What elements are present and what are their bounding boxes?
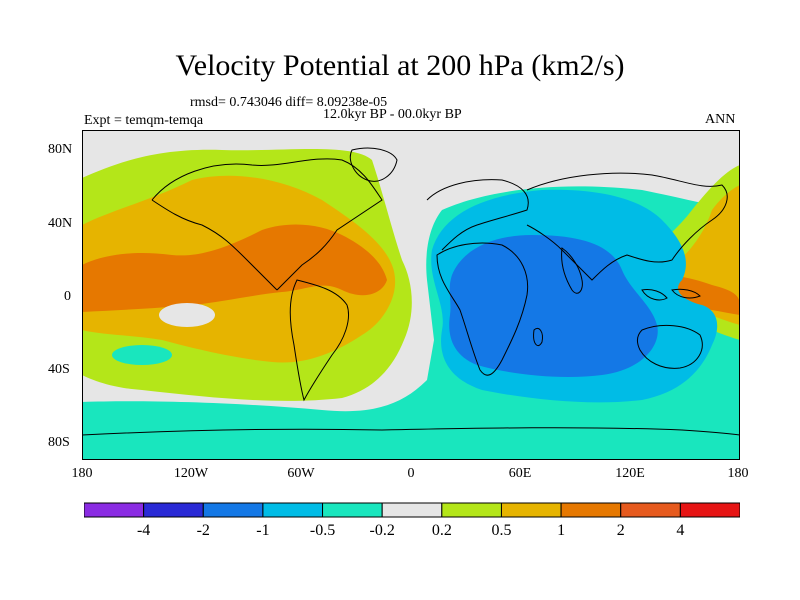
lon-tick-60w: 60W <box>287 466 315 481</box>
period-label: 12.0kyr BP - 00.0kyr BP <box>323 107 462 122</box>
colorbar-swatch-6 <box>441 502 502 518</box>
lon-tick-120w: 120W <box>173 466 209 481</box>
lon-tick-120e: 120E <box>615 466 645 481</box>
lon-tick-180-left: 180 <box>71 466 93 481</box>
colorbar-swatch-0 <box>84 502 145 518</box>
colorbar-swatch-3 <box>262 502 324 518</box>
colorbar-swatch-7 <box>500 502 562 518</box>
colorbar-label-5: 0.2 <box>431 522 452 539</box>
field-blue-indian-ocean <box>449 235 658 377</box>
season-label: ANN <box>705 112 736 127</box>
lat-tick-80n: 80N <box>48 142 73 157</box>
lat-tick-40s: 40S <box>48 362 70 377</box>
colorbar-swatch-8 <box>560 502 622 518</box>
lat-tick-40n: 40N <box>48 216 73 231</box>
colorbar-label-2: -1 <box>256 522 270 539</box>
colorbar-label-9: 4 <box>676 522 685 539</box>
lat-tick-0: 0 <box>64 289 71 304</box>
lon-tick-180-right: 180 <box>727 466 749 481</box>
lat-tick-80s: 80S <box>48 435 70 450</box>
colorbar-label-6: 0.5 <box>491 522 512 539</box>
colorbar-label-1: -2 <box>196 522 210 539</box>
map-border <box>82 130 740 460</box>
colorbar-swatch-10 <box>679 502 740 518</box>
lon-tick-60e: 60E <box>508 466 532 481</box>
colorbar-label-4: -0.2 <box>369 522 395 539</box>
experiment-label: Expt = temqm-temqa <box>84 113 204 128</box>
colorbar-label-0: -4 <box>136 522 151 539</box>
colorbar <box>84 502 740 518</box>
map-svg <box>82 130 740 460</box>
field-darkorange-americas <box>82 224 387 312</box>
colorbar-swatch-4 <box>322 502 383 518</box>
field-neutral-pocket-pacific <box>159 303 215 327</box>
colorbar-label-3: -0.5 <box>309 522 336 539</box>
colorbar-swatch-9 <box>620 502 681 518</box>
map-panel <box>82 130 740 460</box>
colorbar-swatch-2 <box>202 502 264 518</box>
colorbar-label-8: 2 <box>616 522 625 539</box>
colorbar-swatch-5 <box>381 502 443 518</box>
plot-title: Velocity Potential at 200 hPa (km2/s) <box>175 49 625 82</box>
field-teal-pocket-pacific <box>112 345 172 365</box>
lon-tick-0: 0 <box>407 466 415 481</box>
coastlines <box>82 147 740 436</box>
rmsd-diff-text: rmsd= 0.743046 diff= 8.09238e-05 <box>190 95 388 110</box>
colorbar-swatch-1 <box>143 502 204 518</box>
colorbar-label-7: 1 <box>557 522 566 539</box>
